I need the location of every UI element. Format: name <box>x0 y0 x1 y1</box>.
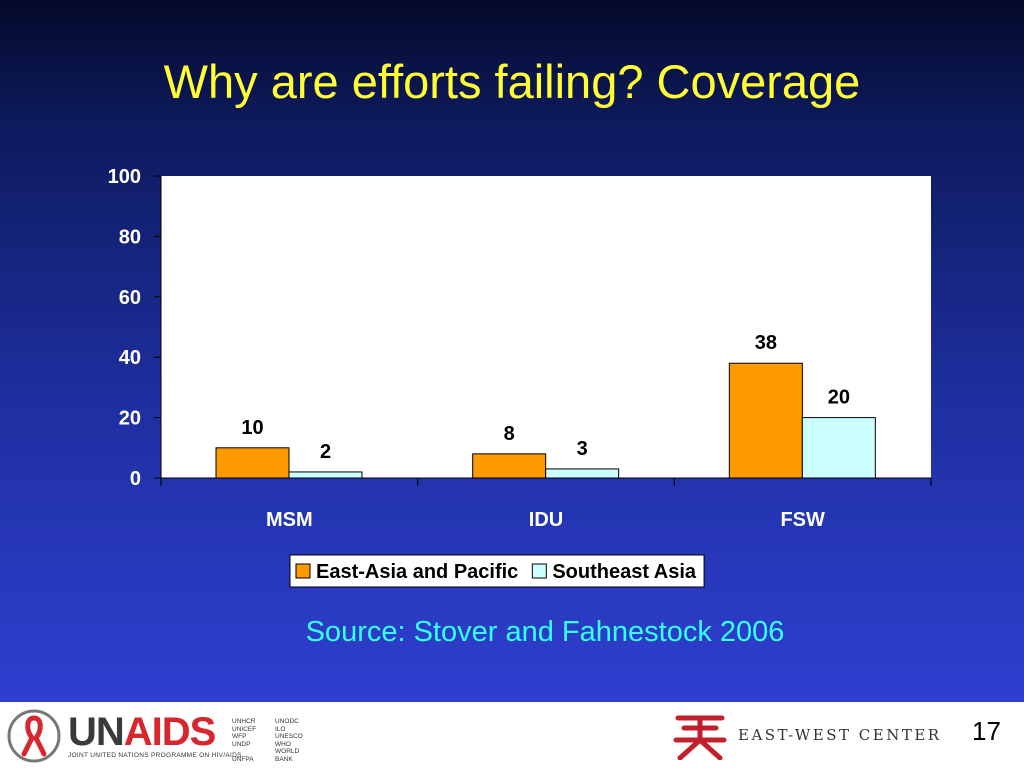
legend-swatch <box>531 563 547 579</box>
axes-group: MSM IDU FSW 0 20 40 60 80 100 <box>108 166 932 531</box>
bar-chart: 10 2 8 3 38 20 MSM IDU FSW 0 20 40 60 80 100 East-Asi… <box>108 166 932 588</box>
cosponsor-name: UNDP <box>232 740 251 748</box>
y-tick-label: 20 <box>119 408 141 430</box>
cosponsor-name: UNESCO <box>275 733 303 740</box>
data-label: 2 <box>320 441 331 463</box>
page-number: 17 <box>972 716 1001 746</box>
source-note: Source: Stover and Fahnestock 2006 <box>305 616 785 648</box>
cosponsor-name: UNODC <box>275 718 299 725</box>
unaids-wordmark: UNAIDS <box>68 710 216 755</box>
y-tick-label: 40 <box>119 347 141 369</box>
y-tick-label: 60 <box>119 287 141 309</box>
unaids-subtitle: JOINT UNITED NATIONS PROGRAMME ON HIV/AI… <box>68 752 242 759</box>
x-tick-label: MSM <box>266 509 313 531</box>
legend: East-Asia and Pacific Southeast Asia <box>289 554 705 588</box>
unaids-wordmark-text: UNAIDS <box>68 710 216 754</box>
bar <box>728 362 803 479</box>
data-labels-group: 10 2 8 3 38 20 <box>241 332 850 463</box>
bar <box>288 471 363 479</box>
bar <box>545 468 620 479</box>
data-label: 8 <box>504 423 515 445</box>
cosponsor-name: WFP <box>232 733 247 740</box>
legend-box <box>289 554 705 588</box>
y-tick-label: 80 <box>119 226 141 248</box>
slide-title: Why are efforts failing? Coverage <box>163 55 861 108</box>
unaids-logo: UNAIDS JOINT UNITED NATIONS PROGRAMME ON… <box>6 708 316 764</box>
legend-label: East-Asia and Pacific <box>316 561 518 583</box>
cosponsor-name: UNICEF <box>232 725 257 733</box>
cosponsor-name: UNFPA <box>232 755 254 763</box>
y-tick-label: 100 <box>108 166 141 188</box>
red-ribbon-icon <box>7 709 61 763</box>
ewc-emblem-icon <box>673 715 727 760</box>
footer-bar: UNAIDS JOINT UNITED NATIONS PROGRAMME ON… <box>0 702 1024 768</box>
data-label: 38 <box>755 332 777 354</box>
legend-label: Southeast Asia <box>552 561 697 583</box>
x-tick-label: FSW <box>780 509 825 531</box>
bar <box>801 417 876 479</box>
cosponsor-name: WORLD BANK <box>275 748 300 763</box>
cosponsor-list: UNHCR UNODC UNICEF ILO WFP UNESCO UNDP WHO UNFPA… <box>232 718 322 763</box>
cosponsor-name: ILO <box>275 725 286 733</box>
data-label: 20 <box>828 387 850 409</box>
data-label: 3 <box>577 438 588 460</box>
legend-swatch <box>295 563 311 579</box>
x-tick-label: IDU <box>529 509 563 531</box>
cosponsor-name: UNHCR <box>232 718 256 725</box>
data-label: 10 <box>241 417 263 439</box>
east-west-center-logo: EAST-WEST CENTER <box>670 710 940 762</box>
bar <box>472 453 547 479</box>
bars-group <box>215 362 876 479</box>
ewc-wordmark: EAST-WEST CENTER <box>738 726 942 744</box>
cosponsor-name: WHO <box>275 740 291 748</box>
bar <box>215 447 290 479</box>
y-tick-label: 0 <box>130 468 141 490</box>
